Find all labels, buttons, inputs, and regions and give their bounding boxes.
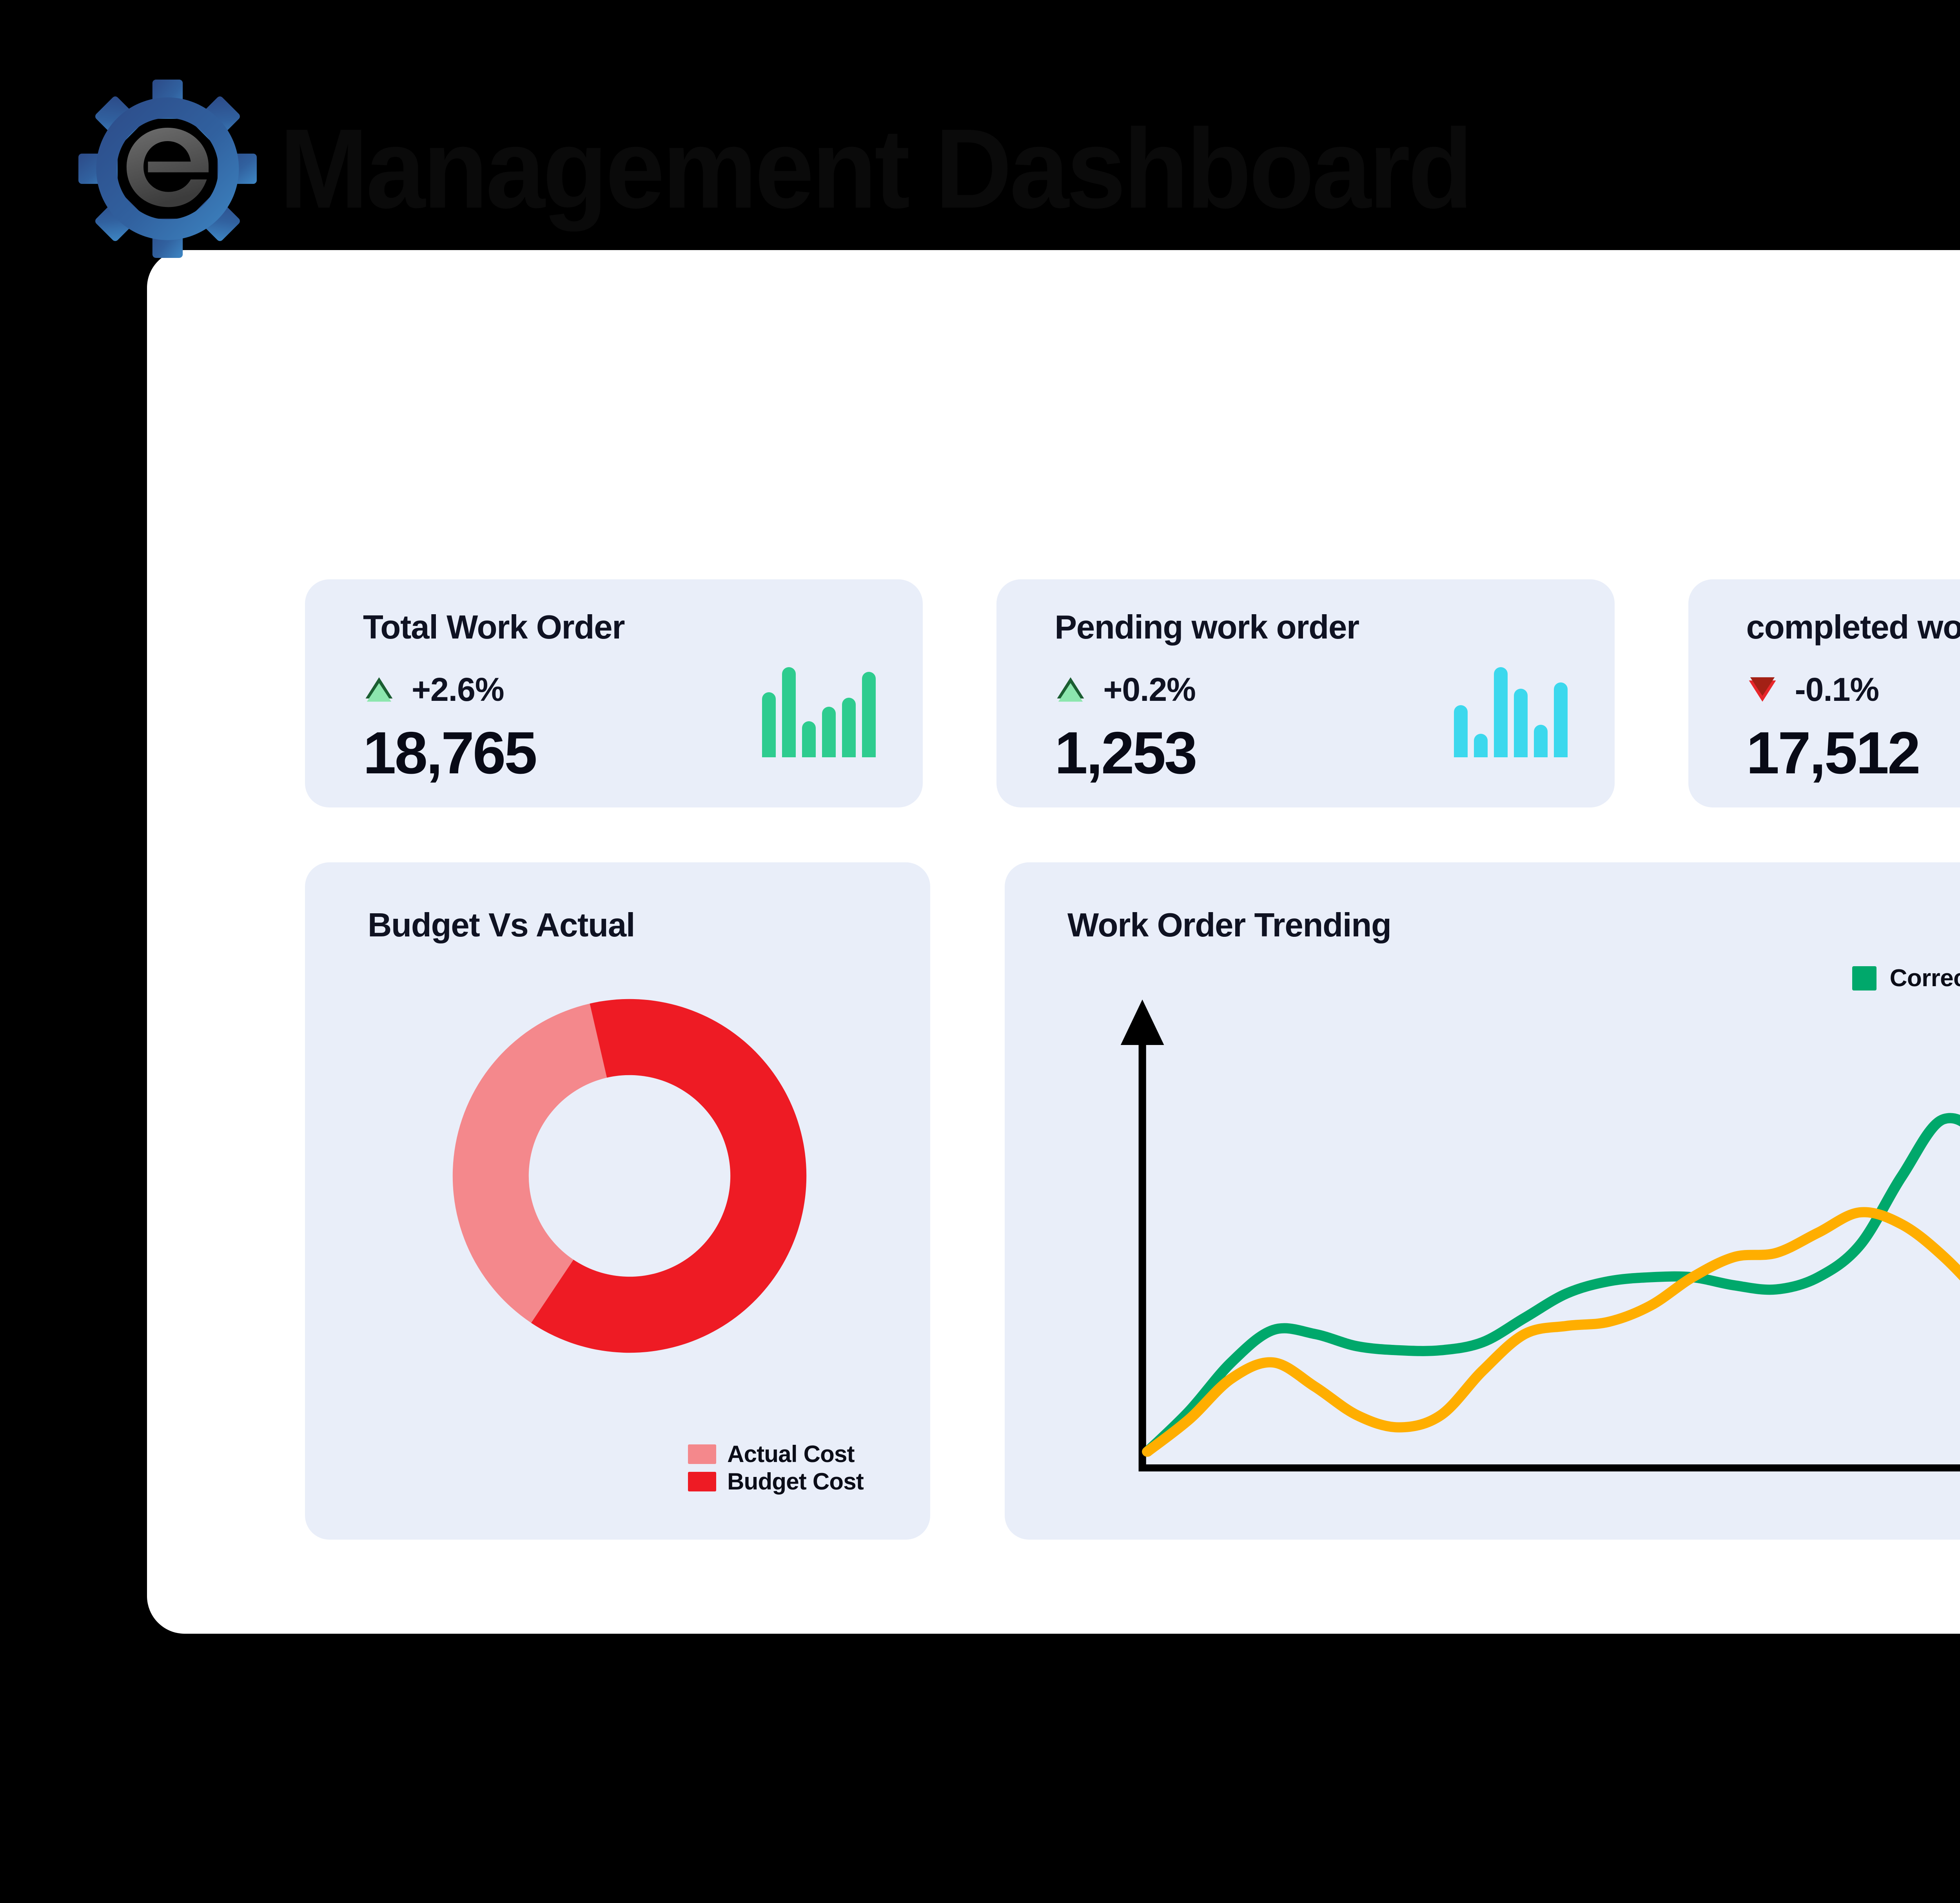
sparkline-bar: [762, 692, 776, 757]
budget-chart-legend: Actual Cost Budget Cost: [688, 1442, 864, 1493]
sparkline-bar: [1534, 725, 1548, 757]
kpi-card-total-work-order[interactable]: Total Work Order +2.6% 18,765: [305, 579, 923, 807]
legend-item-budget-cost[interactable]: Budget Cost: [688, 1470, 864, 1493]
trend-line-preventive[interactable]: [1142, 1207, 1960, 1457]
y-axis-arrow-icon: [1120, 1000, 1164, 1045]
legend-label-corrective: Corrective: [1889, 965, 1960, 992]
page-title: Management Dashboard: [279, 105, 1473, 232]
gear-e-logo-icon: [78, 79, 257, 258]
trend-chart-legend: Corrective Preventive: [1852, 966, 1960, 991]
sparkline-bar: [1454, 705, 1468, 757]
sparkline-bar: [822, 707, 836, 757]
sparkline-bar: [802, 721, 816, 757]
kpi-value: 17,512: [1746, 720, 1921, 786]
kpi-delta-value: +0.2%: [1103, 671, 1196, 708]
kpi-title: completed work order: [1746, 609, 1960, 646]
kpi-title: Total Work Order: [363, 609, 625, 646]
sparkline-bar: [1514, 689, 1528, 757]
kpi-delta-row: -0.1%: [1746, 671, 1960, 708]
trend-line-corrective[interactable]: [1142, 1113, 1960, 1457]
kpi-delta-value: +2.6%: [412, 671, 505, 708]
kpi-delta-row: +2.6%: [363, 671, 888, 708]
budget-vs-actual-donut-chart: [452, 999, 807, 1353]
kpi-delta-value: -0.1%: [1795, 671, 1879, 708]
kpi-card-completed-work-order[interactable]: completed work order -0.1% 17,512: [1688, 579, 1960, 807]
budget-vs-actual-card[interactable]: Budget Vs Actual Actual Cost Budget Cost: [305, 862, 930, 1540]
sparkline-bar: [782, 667, 796, 757]
work-order-trending-card[interactable]: Work Order Trending Corrective Preventiv…: [1005, 862, 1960, 1540]
arrow-up-icon: [1057, 677, 1084, 702]
sparkline-bar: [1494, 667, 1508, 757]
arrow-up-icon: [365, 677, 393, 702]
dashboard-header: Management Dashboard: [78, 78, 1473, 259]
kpi-sparkline-total: [762, 667, 876, 757]
sparkline-bar: [842, 698, 856, 757]
legend-swatch-actual: [688, 1444, 717, 1464]
kpi-card-row: Total Work Order +2.6% 18,765 Pending wo…: [305, 579, 1960, 807]
donut-segment[interactable]: [452, 1003, 607, 1323]
budget-chart-title: Budget Vs Actual: [368, 907, 635, 944]
kpi-card-pending-work-order[interactable]: Pending work order +0.2% 1,253: [996, 579, 1615, 807]
sparkline-bar: [1474, 734, 1488, 757]
kpi-delta-row: +0.2%: [1054, 671, 1580, 708]
sparkline-bar: [862, 671, 876, 757]
arrow-down-icon: [1749, 677, 1776, 702]
sparkline-bar: [1553, 682, 1568, 757]
donut-segment[interactable]: [531, 999, 807, 1353]
legend-label-actual: Actual Cost: [727, 1441, 855, 1467]
legend-item-actual-cost[interactable]: Actual Cost: [688, 1442, 855, 1466]
legend-item-corrective[interactable]: Corrective: [1852, 966, 1960, 991]
legend-label-budget: Budget Cost: [727, 1468, 864, 1495]
kpi-title: Pending work order: [1054, 609, 1359, 646]
kpi-value: 18,765: [363, 720, 537, 786]
kpi-value: 1,253: [1054, 720, 1197, 786]
legend-swatch-budget: [688, 1472, 717, 1491]
legend-swatch-corrective: [1852, 966, 1877, 991]
chart-axes: [1138, 1036, 1960, 1471]
work-order-trending-line-chart: [1120, 1000, 1960, 1471]
kpi-sparkline-pending: [1454, 667, 1568, 757]
trend-chart-title: Work Order Trending: [1067, 907, 1392, 944]
charts-row: Budget Vs Actual Actual Cost Budget Cost…: [305, 862, 1960, 1540]
